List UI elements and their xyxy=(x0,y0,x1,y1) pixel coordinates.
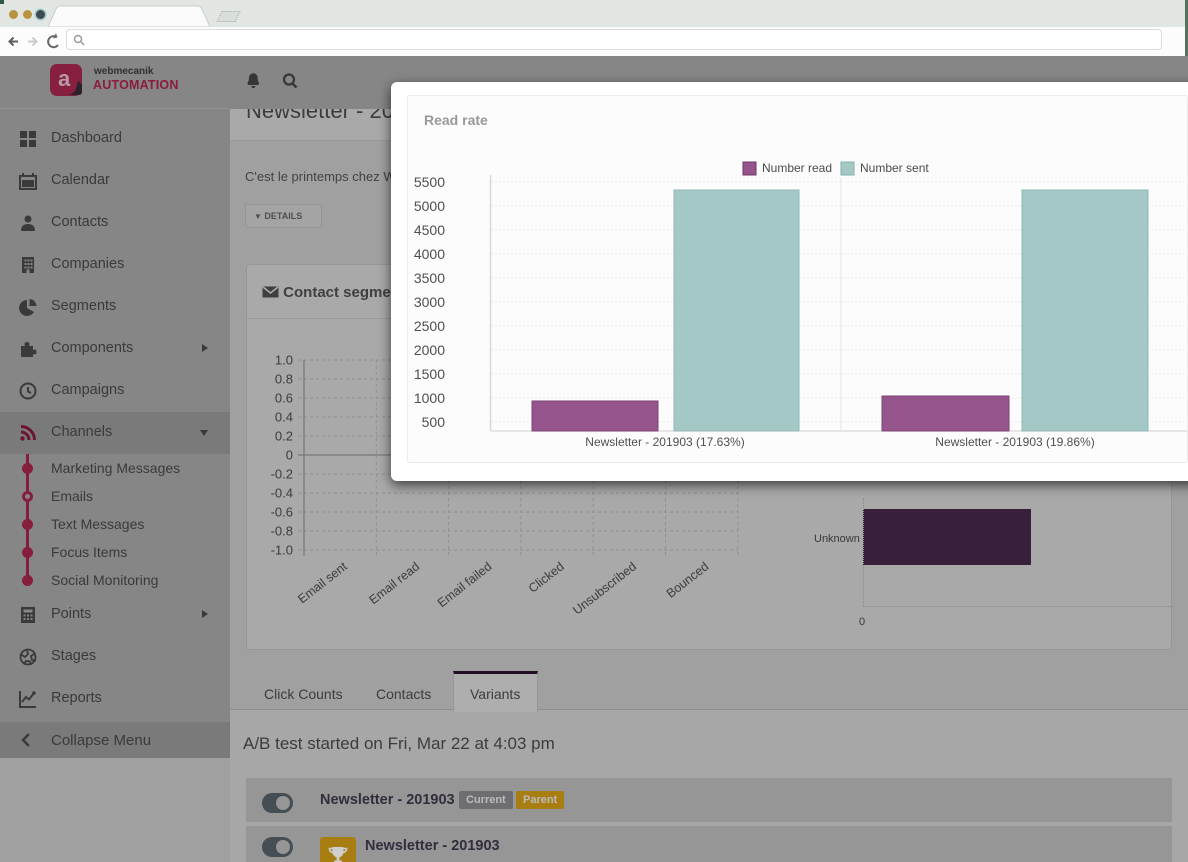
svg-text:0.6: 0.6 xyxy=(275,391,293,406)
svg-text:-0.4: -0.4 xyxy=(271,486,293,501)
svg-text:2500: 2500 xyxy=(414,318,445,334)
svg-text:Email sent: Email sent xyxy=(295,559,350,606)
svg-text:Email failed: Email failed xyxy=(435,559,495,610)
svg-text:Bounced: Bounced xyxy=(664,559,712,600)
svg-text:1000: 1000 xyxy=(414,390,445,406)
svg-text:0.2: 0.2 xyxy=(275,429,293,444)
svg-text:-0.8: -0.8 xyxy=(271,524,293,539)
svg-text:Newsletter - 201903 (17.63%): Newsletter - 201903 (17.63%) xyxy=(585,435,744,449)
svg-text:1.0: 1.0 xyxy=(275,353,293,368)
svg-text:Number read: Number read xyxy=(762,161,832,175)
svg-text:4000: 4000 xyxy=(414,246,445,262)
svg-text:0.8: 0.8 xyxy=(275,372,293,387)
svg-text:Unsubscribed: Unsubscribed xyxy=(570,559,639,617)
svg-text:Number sent: Number sent xyxy=(860,161,929,175)
svg-text:-1.0: -1.0 xyxy=(271,543,293,558)
svg-text:0.4: 0.4 xyxy=(275,410,293,425)
svg-text:500: 500 xyxy=(422,414,446,430)
svg-text:Email read: Email read xyxy=(366,559,422,607)
svg-text:-0.6: -0.6 xyxy=(271,505,293,520)
svg-text:3500: 3500 xyxy=(414,270,445,286)
svg-text:0: 0 xyxy=(286,448,293,463)
svg-text:3000: 3000 xyxy=(414,294,445,310)
svg-text:5000: 5000 xyxy=(414,198,445,214)
svg-text:-0.2: -0.2 xyxy=(271,467,293,482)
svg-text:2000: 2000 xyxy=(414,342,445,358)
svg-text:4500: 4500 xyxy=(414,222,445,238)
svg-text:Clicked: Clicked xyxy=(526,559,567,595)
svg-text:1500: 1500 xyxy=(414,366,445,382)
svg-text:Newsletter - 201903 (19.86%): Newsletter - 201903 (19.86%) xyxy=(935,435,1094,449)
svg-text:5500: 5500 xyxy=(414,174,445,190)
